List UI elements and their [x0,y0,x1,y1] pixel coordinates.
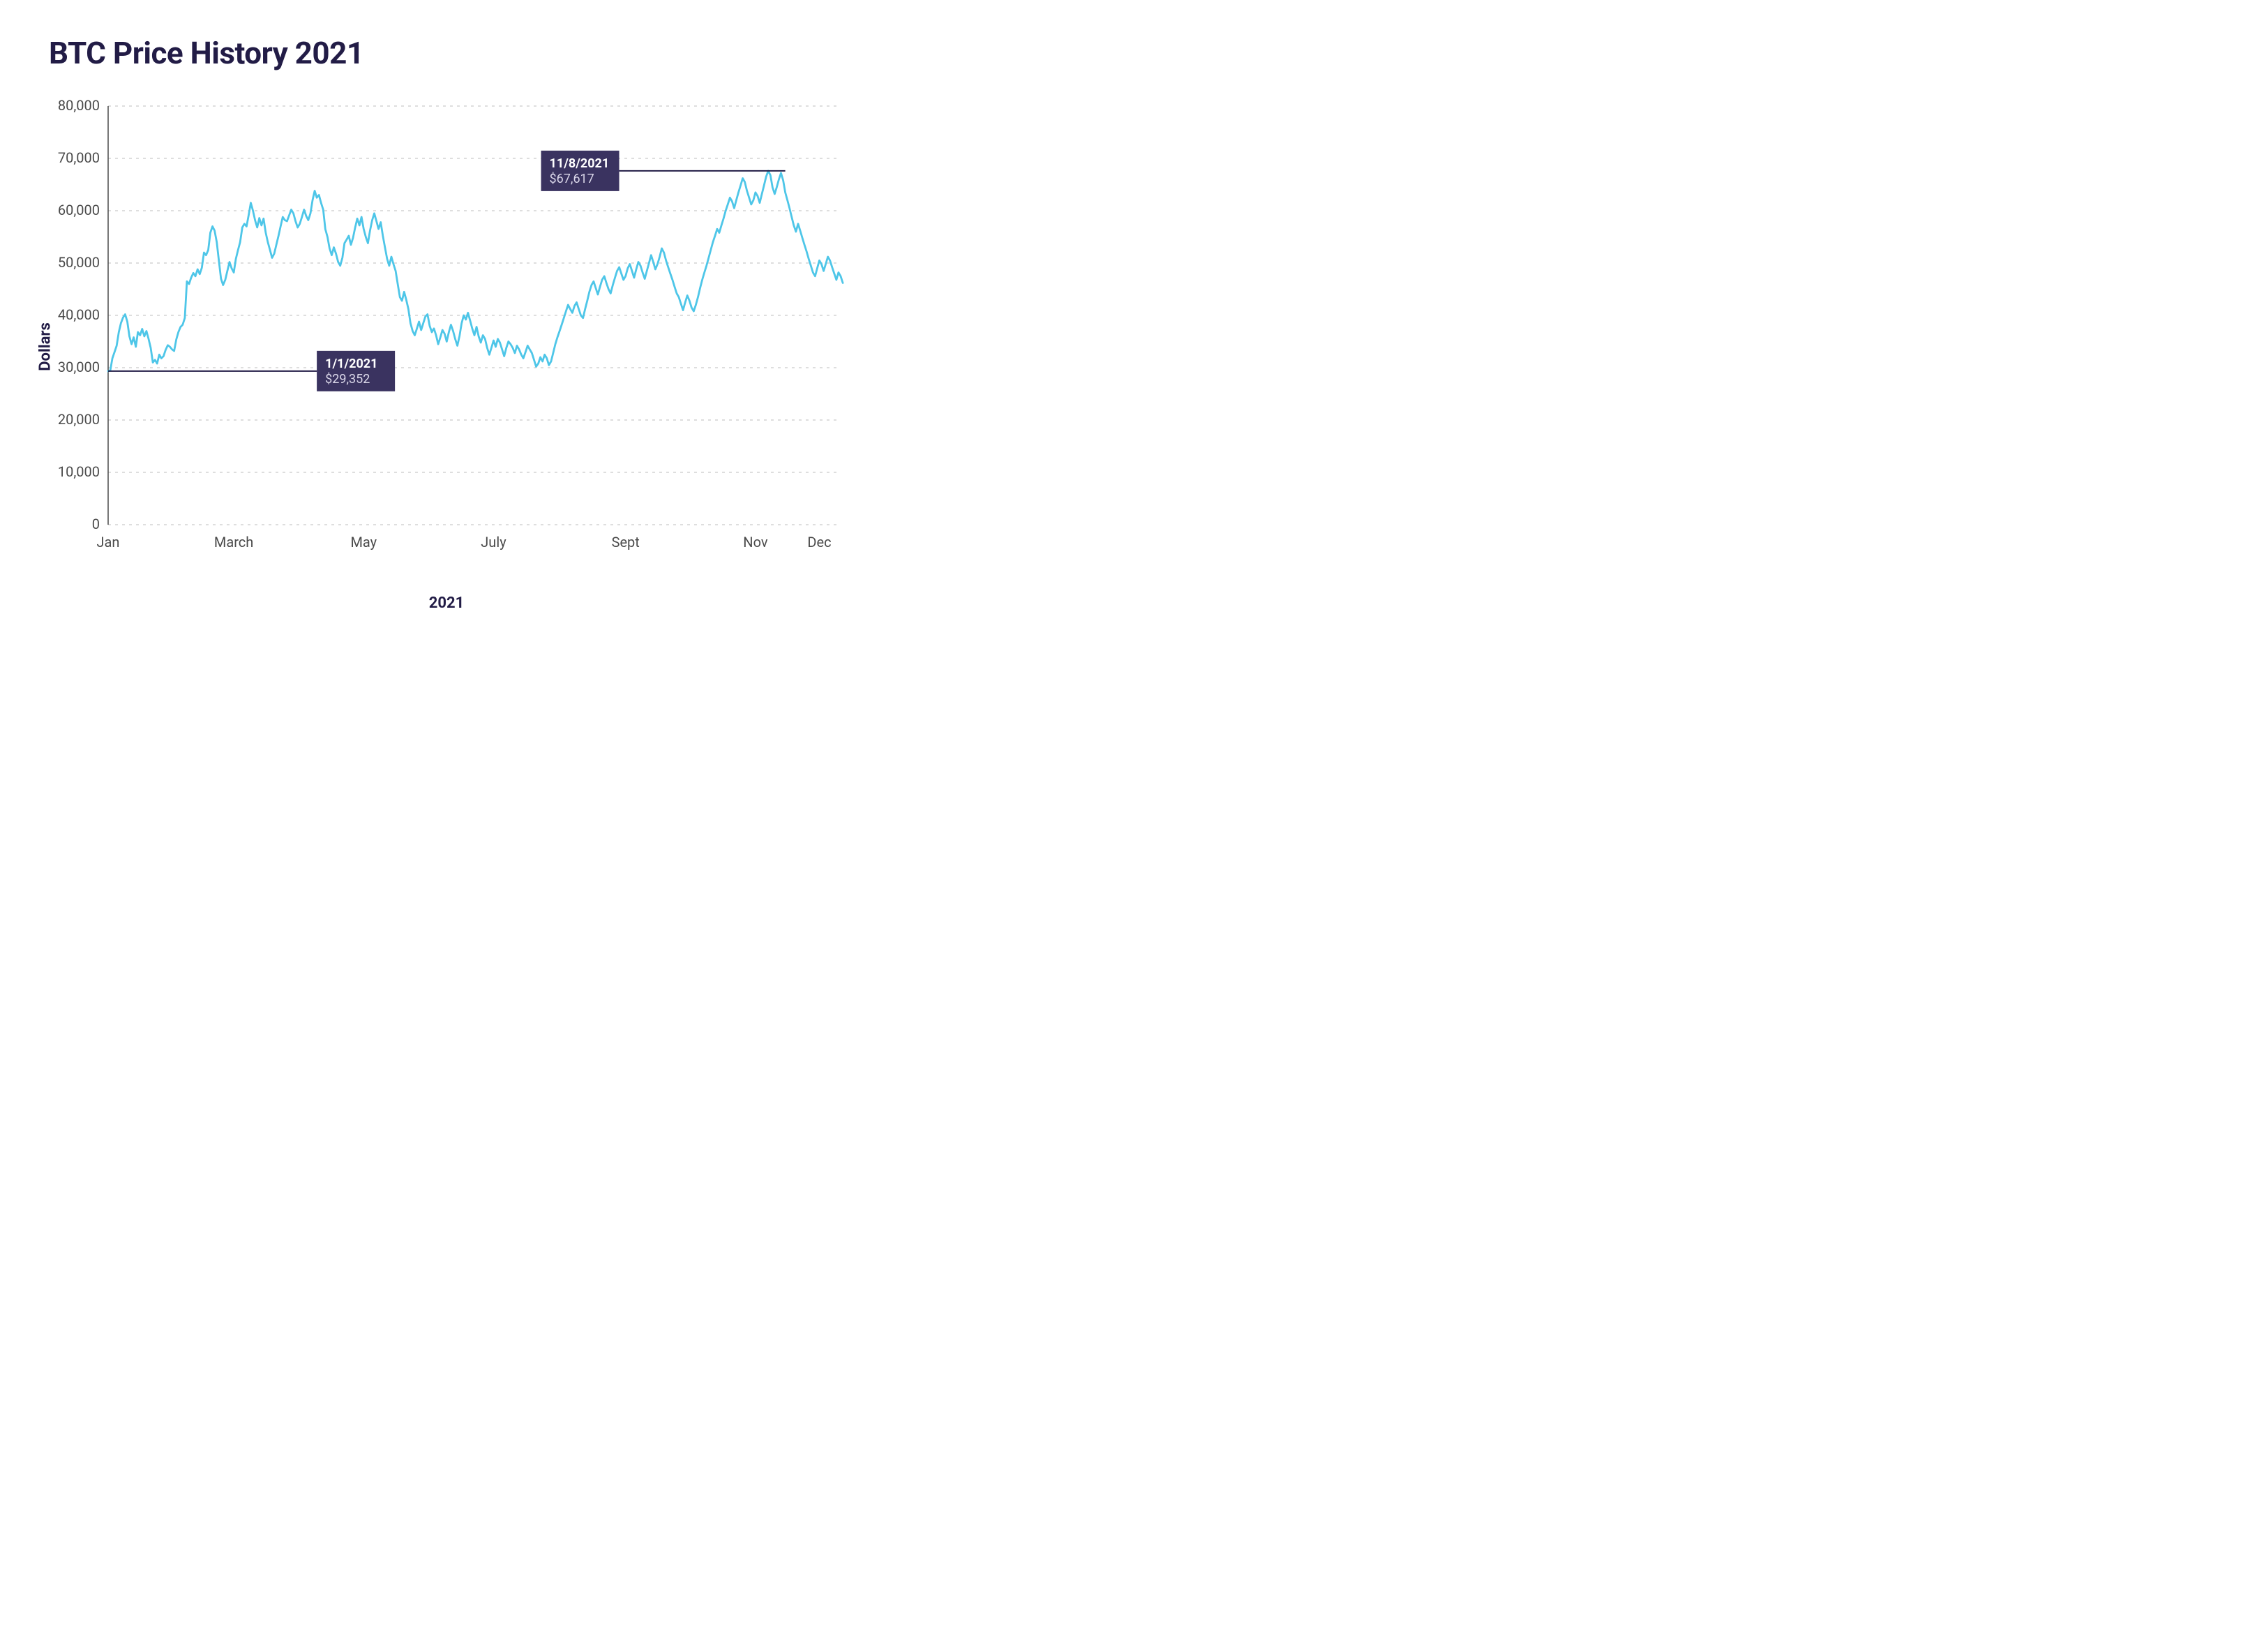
y-tick-label: 10,000 [58,463,100,480]
y-tick-label: 70,000 [58,149,100,166]
x-tick-label: May [350,534,377,550]
y-tick-label: 30,000 [58,359,100,375]
callout-date: 1/1/2021 [325,357,377,371]
chart-page: BTC Price History 2021 Dollars 0 10,000 20… [0,0,893,649]
chart-container: Dollars 010,00020,00030,00040,00050,0006… [42,92,851,601]
y-tick-label: 80,000 [58,97,100,114]
btc-price-line [108,171,843,371]
x-axis-label: 2021 [429,594,465,612]
y-tick-label: 60,000 [58,202,100,218]
y-tick-label: 0 [92,516,100,532]
x-tick-label: Nov [743,534,768,550]
y-tick-label: 50,000 [58,254,100,271]
x-tick-label: March [214,534,253,550]
y-tick-label: 40,000 [58,306,100,323]
page-title: BTC Price History 2021 [49,35,851,71]
callout-date: 11/8/2021 [550,156,610,171]
y-axis-label: Dollars [36,322,54,371]
callout-price: $29,352 [325,372,370,387]
price-chart: 0 10,000 20,000 30,000 40,000 50,000 60,000 70,… [42,92,851,567]
x-tick-label: Sept [612,534,640,550]
callout-price: $67,617 [550,172,594,186]
x-tick-label: Dec [807,534,831,550]
x-tick-label: Jan [97,534,120,550]
x-tick-label: July [481,534,506,550]
y-tick-label: 20,000 [58,411,100,428]
